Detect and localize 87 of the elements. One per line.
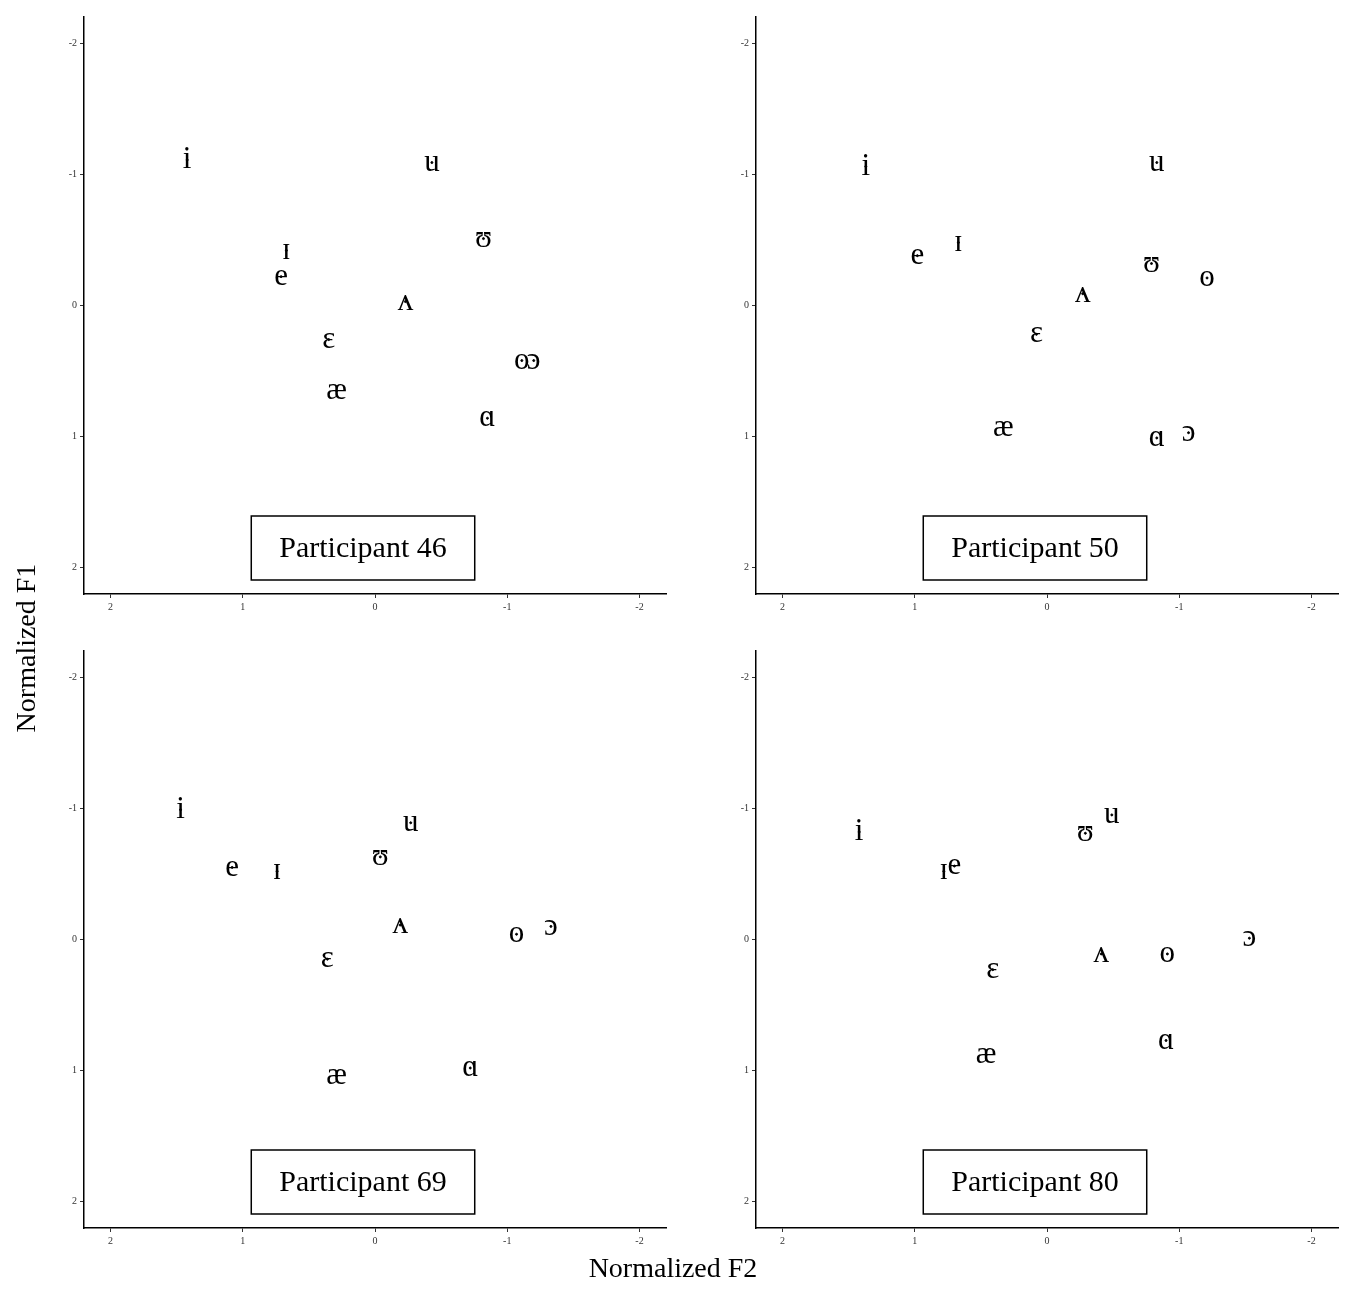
y-tick-label: 2 xyxy=(744,561,749,573)
y-tick-label: 1 xyxy=(744,430,749,442)
data-label: ʊ xyxy=(1076,813,1094,849)
x-tick-label: 2 xyxy=(107,1234,113,1246)
y-tick-label: -2 xyxy=(68,670,77,682)
data-label: ɔ xyxy=(544,906,558,942)
y-tick-label: -2 xyxy=(740,36,749,48)
y-axis-title: Normalized F1 xyxy=(10,563,42,733)
x-tick-label: 2 xyxy=(779,1234,785,1246)
x-tick-label: -1 xyxy=(503,600,512,612)
y-tick-label: 0 xyxy=(744,933,749,945)
data-label: o xyxy=(508,914,525,950)
y-tick-label: 1 xyxy=(72,430,77,442)
data-label: ɑ xyxy=(462,1048,479,1084)
x-tick-label: -1 xyxy=(1175,1234,1184,1246)
x-tick-label: -1 xyxy=(503,1234,512,1246)
y-tick-label: -1 xyxy=(740,801,749,813)
x-tick-label: 0 xyxy=(1044,600,1050,612)
x-tick-label: -1 xyxy=(1175,600,1184,612)
y-tick-label: -2 xyxy=(740,670,749,682)
text: Participant 46 xyxy=(279,529,447,563)
y-tick-label: -1 xyxy=(68,801,77,813)
data-label: ɪ xyxy=(939,851,949,887)
y-tick-label: 1 xyxy=(744,1064,749,1076)
data-label: ʌ xyxy=(1093,934,1110,970)
y-tick-label: 2 xyxy=(744,1195,749,1207)
data-label: ɑ xyxy=(1148,418,1165,454)
x-tick-label: -2 xyxy=(635,1234,644,1246)
data-label: ɛ xyxy=(320,939,334,975)
y-tick-label: 2 xyxy=(72,561,77,573)
x-tick-label: -2 xyxy=(1307,1234,1316,1246)
data-label: ʌ xyxy=(397,281,414,317)
data-label: e xyxy=(225,847,240,883)
data-label: ɛ xyxy=(986,949,1000,985)
x-axis-title: Normalized F2 xyxy=(588,1252,758,1284)
data-label: ʊ xyxy=(1142,243,1160,279)
y-tick-label: 0 xyxy=(72,299,77,311)
y-tick-label: 0 xyxy=(744,299,749,311)
data-label: i xyxy=(854,812,864,848)
data-label: o xyxy=(1199,258,1215,294)
x-tick-label: 2 xyxy=(779,600,785,612)
data-label: ɔ xyxy=(1242,918,1257,954)
data-label: ɑ xyxy=(1157,1020,1175,1056)
data-label: ʌ xyxy=(1074,273,1091,309)
y-tick-label: 0 xyxy=(72,933,77,945)
x-tick-label: 0 xyxy=(372,600,378,612)
data-label: o xyxy=(1159,934,1176,970)
data-label: i xyxy=(861,146,871,182)
y-tick-label: 1 xyxy=(72,1064,77,1076)
x-tick-label: -2 xyxy=(1307,600,1316,612)
data-label: u xyxy=(1104,795,1120,831)
x-tick-label: 2 xyxy=(107,600,113,612)
data-label: ɪ xyxy=(954,222,963,258)
y-tick-label: -1 xyxy=(68,167,77,179)
data-label: ɪ xyxy=(272,851,282,887)
data-label: æ xyxy=(975,1035,997,1071)
text: Participant 80 xyxy=(951,1163,1119,1197)
y-tick-label: -1 xyxy=(740,167,749,179)
data-label: e xyxy=(947,846,962,882)
data-label: ɪ xyxy=(282,230,291,266)
data-label: ɑ xyxy=(479,398,496,434)
y-tick-label: -2 xyxy=(68,36,77,48)
x-tick-label: 1 xyxy=(240,1234,246,1246)
data-label: u xyxy=(1149,142,1165,178)
data-label: e xyxy=(910,235,925,271)
x-tick-label: 0 xyxy=(372,1234,378,1246)
x-tick-label: 1 xyxy=(912,600,918,612)
text: Participant 50 xyxy=(951,529,1119,563)
data-label: æ xyxy=(326,1056,347,1092)
data-label: i xyxy=(176,789,186,825)
x-tick-label: -2 xyxy=(635,600,644,612)
data-label: ɛ xyxy=(1029,314,1043,350)
data-label: æ xyxy=(993,407,1014,443)
data-label: u xyxy=(402,802,419,838)
x-tick-label: 1 xyxy=(240,600,246,612)
x-tick-label: 1 xyxy=(912,1234,918,1246)
data-label: ɛ xyxy=(322,319,336,355)
x-tick-label: 0 xyxy=(1044,1234,1050,1246)
text: Participant 69 xyxy=(279,1163,447,1197)
data-label: ɔ xyxy=(1181,412,1196,448)
data-label: i xyxy=(182,140,192,176)
data-label: u xyxy=(424,142,440,178)
data-label: ʌ xyxy=(392,905,409,941)
data-label: æ xyxy=(326,370,347,406)
y-tick-label: 2 xyxy=(72,1195,77,1207)
data-label: ʊ xyxy=(371,837,389,873)
data-label: ʊ xyxy=(474,218,492,254)
